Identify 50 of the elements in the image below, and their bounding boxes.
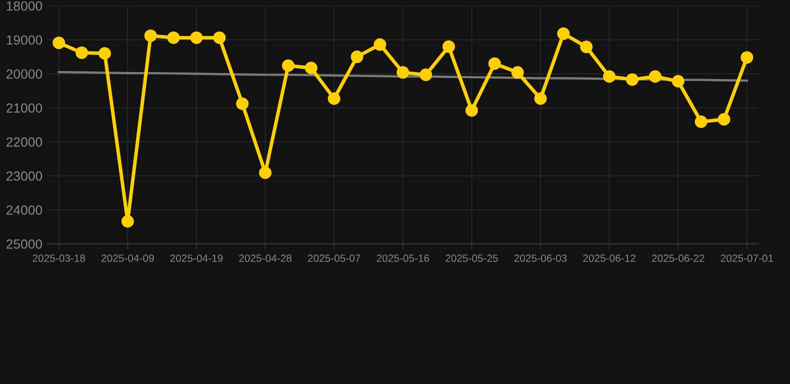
point — [557, 27, 570, 40]
y-tick-label: 19000 — [6, 35, 42, 45]
point — [718, 113, 730, 126]
point — [282, 59, 294, 72]
x-tick-label: 2025-07-01 — [720, 254, 774, 262]
point — [76, 46, 88, 59]
point — [236, 97, 249, 110]
y-tick-label: 21000 — [6, 103, 42, 113]
x-tick-label: 2025-05-25 — [446, 254, 498, 262]
point — [144, 29, 157, 42]
point — [213, 31, 226, 44]
point — [304, 62, 318, 74]
point — [167, 31, 180, 44]
point — [442, 40, 456, 53]
point — [534, 92, 547, 105]
point — [350, 50, 364, 64]
point — [580, 40, 593, 54]
point — [626, 73, 639, 86]
x-tick-label: 2025-04-09 — [102, 254, 154, 262]
y-tick-label: 22000 — [6, 137, 42, 147]
point — [420, 68, 432, 82]
point — [328, 92, 340, 105]
point — [98, 47, 111, 60]
x-tick-label: 2025-06-12 — [583, 254, 636, 262]
x-tick-label: 2025-06-22 — [652, 254, 704, 262]
point — [488, 57, 501, 70]
x-tick-label: 2025-05-07 — [308, 254, 360, 262]
point — [396, 66, 410, 79]
point — [672, 75, 684, 88]
point — [648, 70, 662, 83]
point — [259, 166, 272, 180]
point — [694, 115, 708, 128]
x-tick-label: 2025-04-19 — [170, 254, 223, 262]
x-tick-label: 2025-04-28 — [239, 254, 292, 262]
x-tick-label: 2025-06-03 — [514, 254, 567, 262]
x-tick-label: 2025-03-18 — [32, 254, 86, 262]
point — [52, 36, 66, 50]
point — [374, 38, 386, 51]
point — [465, 104, 478, 117]
point — [121, 215, 134, 228]
point — [603, 70, 616, 83]
x-tick-label: 2025-05-16 — [376, 254, 430, 262]
y-tick-label: 25000 — [6, 239, 42, 249]
y-tick-label: 20000 — [6, 69, 42, 79]
y-tick-label: 24000 — [6, 205, 42, 215]
y-tick-label: 18000 — [6, 1, 42, 11]
y-tick-label: 23000 — [6, 171, 42, 181]
point — [511, 66, 524, 79]
point — [740, 51, 754, 64]
point — [190, 31, 203, 44]
